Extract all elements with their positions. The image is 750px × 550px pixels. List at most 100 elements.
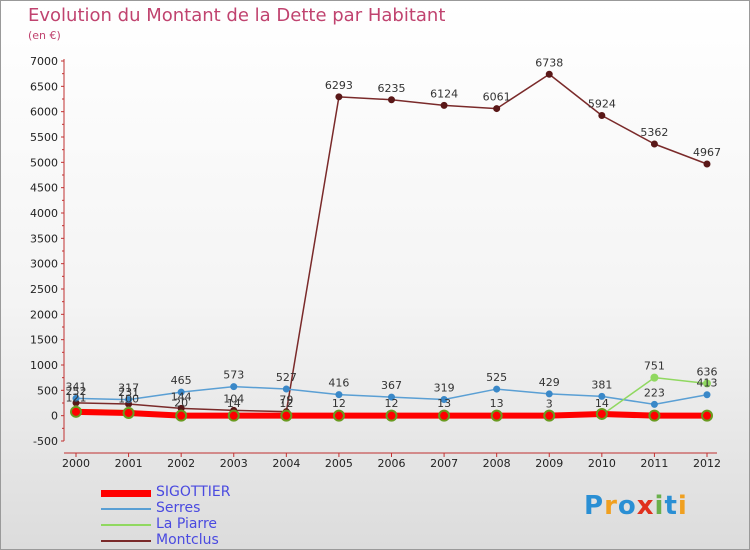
data-label-montclus: 6124	[430, 87, 458, 100]
x-tick-label: 2003	[220, 457, 248, 470]
data-label-montclus: 231	[118, 386, 139, 399]
data-point-sigottier	[122, 406, 135, 419]
data-point-montclus	[598, 112, 606, 120]
legend-label: La Piarre	[156, 516, 218, 532]
y-tick-label: 0	[51, 410, 58, 423]
legend-label: Montclus	[156, 532, 219, 548]
y-tick-label: 3500	[30, 232, 58, 245]
data-label-montclus: 6738	[535, 56, 563, 69]
data-point-serres	[440, 396, 448, 404]
data-point-montclus	[650, 140, 658, 148]
logo-letter: t	[664, 491, 678, 521]
x-tick-label: 2006	[378, 457, 406, 470]
x-tick-label: 2010	[588, 457, 616, 470]
data-point-sigottier	[701, 409, 713, 422]
data-point-sigottier	[543, 409, 556, 422]
y-tick-label: 3000	[30, 258, 58, 271]
data-label-serres: 317	[118, 382, 139, 395]
y-tick-label: 2000	[30, 308, 58, 321]
data-point-sigottier	[490, 409, 503, 422]
data-label-la-piarre: 14	[227, 397, 241, 410]
data-label-serres: 527	[276, 371, 297, 384]
data-label-serres: 465	[171, 374, 192, 387]
x-tick-label: 2001	[115, 457, 143, 470]
legend-swatch	[101, 540, 151, 542]
data-label-serres: 429	[539, 376, 560, 389]
data-point-sigottier	[648, 409, 661, 422]
x-tick-label: 2002	[167, 457, 195, 470]
proxiti-logo: Proxiti	[584, 491, 688, 521]
logo-letter: x	[636, 491, 655, 521]
logo-letter: r	[604, 491, 618, 521]
data-point-sigottier	[175, 409, 188, 422]
y-tick-label: 6500	[30, 80, 58, 93]
data-point-serres	[335, 391, 343, 399]
data-label-serres: 319	[434, 382, 455, 395]
data-label-serres: 413	[697, 377, 718, 390]
legend-swatch	[101, 489, 151, 497]
data-point-sigottier	[280, 409, 293, 422]
data-point-serres	[72, 394, 80, 402]
x-tick-label: 2012	[693, 457, 721, 470]
data-label-montclus: 4967	[693, 146, 721, 159]
data-label-serres: 223	[644, 386, 665, 399]
data-point-sigottier	[438, 409, 451, 422]
x-tick-label: 2011	[640, 457, 668, 470]
data-label-la-piarre: 12	[385, 397, 399, 410]
data-point-serres	[650, 400, 658, 408]
data-label-montclus: 104	[223, 392, 244, 405]
data-point-sigottier	[332, 409, 345, 422]
data-label-montclus: 79	[279, 394, 293, 407]
data-label-serres: 573	[223, 369, 244, 382]
data-label-la-piarre: 3	[546, 398, 553, 411]
data-label-montclus: 6293	[325, 79, 353, 92]
data-point-serres	[703, 391, 711, 399]
logo-letter: i	[654, 491, 665, 521]
data-point-la-piarre	[703, 379, 711, 388]
data-point-montclus	[440, 101, 448, 109]
data-point-serres	[545, 390, 553, 398]
y-tick-label: 1000	[30, 359, 58, 372]
y-tick-label: 6000	[30, 106, 58, 119]
data-label-serres: 525	[486, 371, 507, 384]
y-tick-label: 5500	[30, 131, 58, 144]
y-tick-label: 1500	[30, 334, 58, 347]
data-point-la-piarre	[650, 373, 659, 382]
data-label-montclus: 252	[66, 385, 87, 398]
logo-letter: o	[617, 491, 637, 521]
data-point-serres	[282, 385, 290, 393]
data-label-montclus: 144	[171, 390, 192, 403]
data-label-la-piarre: 12	[332, 397, 346, 410]
legend-swatch	[101, 524, 151, 526]
y-tick-label: 500	[37, 384, 58, 397]
x-tick-label: 2000	[62, 457, 90, 470]
x-tick-label: 2009	[535, 457, 563, 470]
data-point-sigottier	[595, 407, 608, 420]
data-point-montclus	[388, 96, 395, 104]
line-chart: -500 0 500 1000 1500 2000 2500 3000 3500 4000 4500…	[30, 55, 721, 470]
data-point-montclus	[493, 105, 501, 113]
legend-swatch	[101, 508, 151, 510]
legend-label: SIGOTTIER	[156, 484, 231, 500]
x-tick-label: 2008	[483, 457, 511, 470]
data-point-serres	[598, 392, 606, 400]
logo-letter: i	[677, 491, 688, 521]
data-label-montclus: 5924	[588, 98, 616, 111]
data-label-serres: 416	[328, 377, 349, 390]
y-tick-label: -500	[33, 435, 58, 448]
data-label-montclus: 5362	[640, 126, 668, 139]
data-label-la-piarre: 14	[595, 397, 609, 410]
x-tick-label: 2007	[430, 457, 458, 470]
data-label-la-piarre: 20	[174, 397, 188, 410]
data-point-montclus	[335, 93, 343, 101]
y-tick-label: 4000	[30, 207, 58, 220]
data-label-la-piarre: 121	[66, 392, 87, 405]
data-label-la-piarre: 12	[279, 397, 293, 410]
data-point-serres	[388, 393, 395, 401]
data-label-montclus: 6061	[483, 91, 511, 104]
chart-subtitle: (en €)	[28, 29, 61, 42]
data-label-la-piarre: 13	[437, 397, 451, 410]
data-label-la-piarre: 100	[118, 393, 139, 406]
data-label-la-piarre: 636	[697, 365, 718, 378]
